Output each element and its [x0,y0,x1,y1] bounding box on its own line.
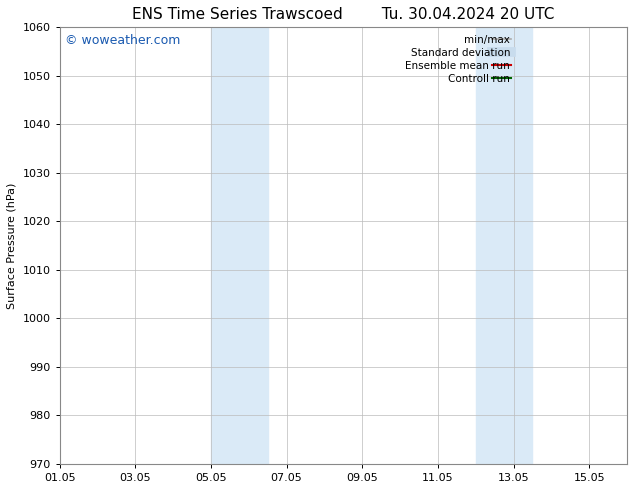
Text: © woweather.com: © woweather.com [65,34,181,47]
Bar [211,27,268,464]
Y-axis label: Surface Pressure (hPa): Surface Pressure (hPa) [7,182,17,309]
Title: ENS Time Series Trawscoed        Tu. 30.04.2024 20 UTC: ENS Time Series Trawscoed Tu. 30.04.2024… [132,7,555,22]
Legend: min/max, Standard deviation, Ensemble mean run, Controll run: min/max, Standard deviation, Ensemble me… [490,32,622,86]
Bar [476,27,533,464]
